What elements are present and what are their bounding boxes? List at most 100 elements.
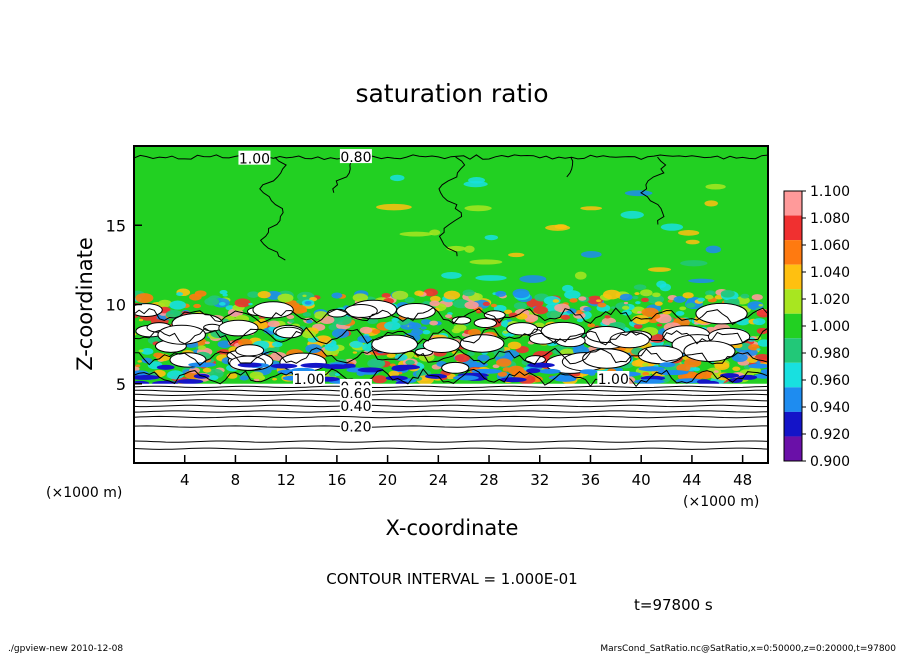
- upper-patch: [688, 278, 715, 283]
- field-patch: [524, 314, 539, 323]
- contour-label-bg-1: [339, 149, 372, 164]
- colorbar-swatch-8: [784, 387, 802, 412]
- field-patch: [277, 293, 294, 303]
- dry-band-patch: [554, 376, 577, 382]
- dry-band-patch: [738, 374, 758, 380]
- upper-patch: [647, 267, 672, 272]
- field-patch: [667, 299, 673, 303]
- supersaturated-patch: [203, 323, 222, 332]
- x-tick-label-6: 28: [479, 471, 498, 489]
- contour-label-2: 1.00: [293, 372, 324, 388]
- supersaturated-patch: [582, 348, 632, 369]
- colorbar-label-3: 1.040: [810, 265, 850, 281]
- field-patch: [248, 302, 253, 306]
- field-patch: [381, 292, 391, 298]
- dry-band-patch: [346, 367, 364, 373]
- field-patch: [515, 313, 528, 320]
- field-patch: [748, 344, 760, 351]
- field-patch: [366, 317, 379, 325]
- field-patch: [679, 306, 687, 311]
- field-patch: [546, 310, 562, 320]
- upper-patch: [464, 245, 475, 253]
- field-patch: [288, 319, 295, 323]
- field-patch: [234, 298, 251, 308]
- field-patch: [504, 309, 513, 315]
- field-patch: [267, 320, 280, 328]
- field-patch: [507, 341, 522, 350]
- x-tick-label-10: 44: [682, 471, 701, 489]
- colorbar-label-1: 1.080: [810, 211, 850, 227]
- field-patch: [714, 361, 730, 371]
- contour-label-bg-6: [339, 418, 372, 433]
- supersaturated-patch: [218, 319, 259, 337]
- upper-patch: [469, 259, 503, 265]
- dry-band-patch: [538, 368, 561, 374]
- contour-line-low: [134, 415, 768, 419]
- field-patch: [239, 375, 249, 381]
- field-patch: [218, 348, 230, 355]
- field-patch: [334, 372, 341, 377]
- field-patch: [720, 289, 735, 298]
- field-patch: [602, 289, 621, 300]
- colorbar-label-6: 0.980: [810, 346, 850, 362]
- supersaturated-patch: [483, 310, 506, 320]
- saturation-field: [134, 174, 768, 463]
- supersaturated-patch: [235, 344, 265, 357]
- field-patch: [331, 328, 350, 339]
- contour-line-low: [134, 389, 768, 392]
- dry-band-patch: [134, 374, 161, 380]
- y-axis-ticks: 5 10 15: [106, 216, 142, 394]
- x-tick-label-3: 16: [327, 471, 346, 489]
- upper-patch: [624, 190, 653, 197]
- field-patch: [492, 364, 500, 369]
- field-patch: [466, 351, 475, 357]
- y-tick-label-1: 10: [106, 296, 126, 315]
- field-patch: [334, 315, 352, 326]
- field-patch: [497, 371, 508, 377]
- colorbar-swatch-5: [784, 313, 802, 339]
- supersaturated-patch: [473, 318, 498, 328]
- field-patch: [302, 312, 311, 317]
- dry-band-patch: [385, 375, 408, 381]
- field-patch: [464, 301, 479, 310]
- dry-band-patch: [748, 363, 768, 369]
- unsaturated-region: [134, 383, 768, 463]
- field-patch: [495, 290, 507, 297]
- upper-patch: [581, 251, 602, 258]
- contour-label-6: 0.20: [340, 420, 371, 436]
- field-patch: [219, 302, 226, 306]
- field-patch: [306, 319, 313, 324]
- colorbar-swatch-6: [784, 338, 802, 363]
- field-patch: [137, 360, 142, 363]
- field-patch: [249, 371, 264, 380]
- x-tick-label-11: 48: [733, 471, 752, 489]
- field-patch: [623, 301, 629, 305]
- field-patch: [641, 297, 649, 303]
- upper-patch: [399, 231, 433, 237]
- field-patch: [352, 351, 358, 354]
- contour-line-low: [134, 447, 768, 450]
- field-patch: [388, 370, 400, 377]
- colorbar-label-10: 0.900: [810, 454, 850, 470]
- field-patch: [384, 321, 401, 331]
- field-patch: [482, 301, 491, 306]
- field-patch: [654, 301, 663, 306]
- time-label: t=97800 s: [634, 596, 713, 614]
- dry-band-patch: [760, 368, 768, 374]
- z-unit-label: (×1000 m): [46, 485, 122, 501]
- field-patch: [502, 330, 509, 334]
- field-patch: [758, 304, 763, 307]
- field-patch: [635, 301, 641, 305]
- upper-patch: [390, 174, 405, 182]
- dry-band-patch: [453, 375, 479, 381]
- colorbar-swatch-10: [784, 436, 802, 461]
- field-patch: [756, 348, 761, 351]
- supersaturated-patch: [327, 308, 348, 318]
- field-patch: [621, 305, 630, 310]
- supersaturated-patch: [637, 345, 684, 365]
- dry-band-patch: [270, 363, 298, 369]
- dry-band-patch: [697, 379, 712, 385]
- x-tick-label-9: 40: [632, 471, 651, 489]
- field-patch: [331, 292, 343, 299]
- x-tick-label-0: 4: [180, 471, 190, 489]
